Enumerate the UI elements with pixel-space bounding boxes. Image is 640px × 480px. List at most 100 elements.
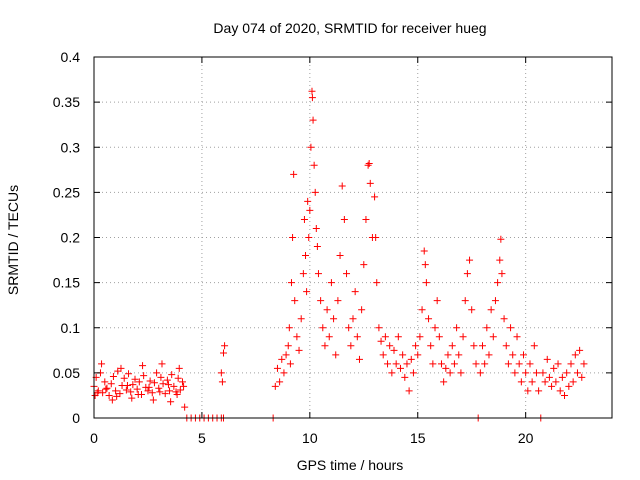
data-point	[94, 387, 102, 395]
data-point	[164, 381, 172, 389]
data-point	[157, 373, 165, 381]
data-point	[343, 270, 351, 278]
data-point	[511, 369, 519, 377]
data-point	[330, 315, 338, 323]
data-point	[129, 381, 137, 389]
data-point	[321, 342, 329, 350]
data-point	[412, 342, 420, 350]
data-point	[539, 369, 547, 377]
data-point	[310, 161, 318, 169]
data-point	[558, 373, 566, 381]
data-point	[135, 378, 143, 386]
data-point	[535, 387, 543, 395]
data-point	[580, 360, 588, 368]
data-point	[409, 369, 417, 377]
data-point	[105, 391, 113, 399]
data-point	[548, 382, 556, 390]
data-point	[373, 279, 381, 287]
data-point	[140, 372, 148, 380]
x-tick-label: 10	[302, 430, 318, 446]
data-point	[109, 372, 117, 380]
chart-title: Day 074 of 2020, SRMTID for receiver hue…	[213, 20, 486, 36]
data-point	[150, 379, 158, 387]
data-point	[578, 373, 586, 381]
data-point	[494, 279, 502, 287]
data-point	[453, 324, 461, 332]
data-point	[308, 94, 316, 102]
data-point	[524, 387, 532, 395]
data-point	[466, 256, 474, 264]
y-tick-label: 0.4	[61, 49, 81, 65]
data-point	[442, 364, 450, 372]
data-point	[403, 360, 411, 368]
data-point	[479, 342, 486, 350]
data-point	[455, 351, 463, 359]
data-point	[563, 369, 571, 377]
data-point	[405, 387, 413, 395]
data-point	[297, 315, 305, 323]
data-point	[371, 193, 379, 201]
data-point	[375, 324, 383, 332]
data-point	[461, 297, 469, 305]
y-tick-label: 0.2	[61, 230, 81, 246]
data-point	[545, 373, 553, 381]
data-point	[437, 360, 445, 368]
data-point	[161, 390, 169, 398]
data-point	[472, 360, 480, 368]
data-point	[127, 388, 135, 396]
data-point	[365, 159, 373, 167]
data-point	[366, 179, 374, 187]
x-axis-label: GPS time / hours	[297, 457, 404, 473]
data-point	[340, 215, 348, 223]
data-point	[163, 376, 171, 384]
data-point	[289, 234, 297, 241]
grid-lines	[94, 57, 612, 418]
data-point	[156, 388, 164, 396]
data-point	[287, 279, 295, 287]
data-point	[487, 306, 495, 314]
data-point	[513, 333, 521, 341]
data-point	[530, 342, 538, 350]
data-point	[349, 315, 357, 323]
data-point	[381, 333, 389, 341]
data-point	[217, 369, 225, 377]
x-tick-label: 5	[198, 430, 206, 446]
data-point	[128, 394, 136, 402]
data-point	[532, 369, 540, 377]
data-point	[300, 215, 308, 223]
data-point	[515, 360, 523, 368]
data-point	[573, 369, 581, 377]
data-point	[334, 297, 342, 305]
data-point	[520, 351, 528, 359]
data-point	[496, 256, 504, 264]
data-point	[166, 387, 174, 395]
data-point	[113, 392, 121, 400]
data-point	[221, 342, 229, 350]
data-point	[372, 234, 380, 241]
data-point	[170, 382, 178, 390]
data-point	[444, 351, 452, 359]
data-point	[125, 370, 133, 378]
y-tick-label: 0.15	[53, 275, 80, 291]
data-point	[180, 382, 188, 390]
data-point	[550, 364, 558, 372]
data-point	[309, 116, 317, 124]
data-point	[576, 346, 584, 354]
data-point	[425, 315, 433, 323]
data-point	[345, 324, 353, 332]
data-point	[175, 364, 183, 372]
data-point	[293, 333, 301, 341]
data-point	[149, 396, 157, 404]
data-point	[517, 378, 525, 386]
data-point	[134, 391, 142, 399]
data-point	[377, 337, 385, 345]
data-point	[144, 387, 152, 395]
data-point	[355, 355, 363, 363]
data-point	[386, 342, 394, 350]
data-point	[463, 270, 471, 278]
data-point	[178, 378, 186, 386]
data-point	[120, 374, 128, 382]
data-point	[327, 279, 335, 287]
data-point	[271, 382, 279, 390]
data-point	[399, 351, 407, 359]
